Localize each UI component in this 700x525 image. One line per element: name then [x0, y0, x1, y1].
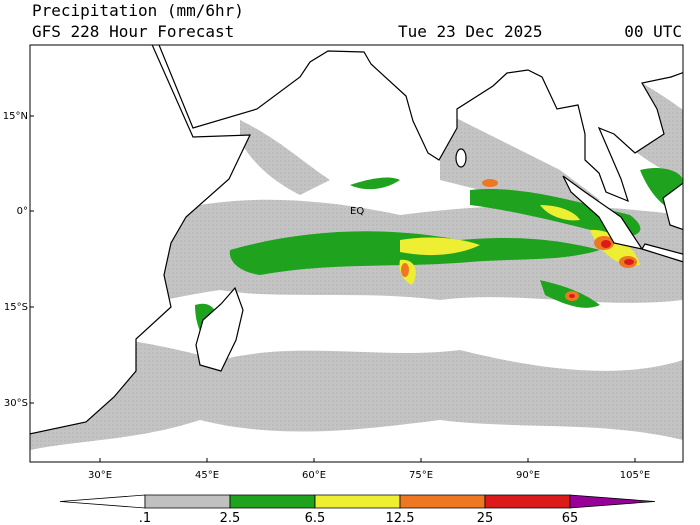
colorbar-label: 65 — [562, 511, 579, 525]
colorbar: .1 2.5 6.5 12.5 25 65 — [59, 494, 656, 525]
colorbar-segment — [569, 494, 656, 509]
time: 00 UTC — [624, 22, 682, 41]
colorbar-segment — [59, 494, 146, 509]
subtitle: GFS 228 Hour Forecast — [32, 22, 234, 41]
colorbar-label: .1 — [139, 511, 151, 525]
colorbar-label: 6.5 — [305, 511, 326, 525]
lon-label: 30°E — [88, 470, 112, 481]
extreme-precip — [569, 240, 634, 298]
colorbar-label: 25 — [477, 511, 494, 525]
lon-label: 45°E — [195, 470, 219, 481]
coastlines — [30, 45, 683, 435]
colorbar-label: 12.5 — [386, 511, 415, 525]
lon-label: 60°E — [302, 470, 326, 481]
axes: 15°N 0° 15°S 30°S 30°E 45°E 60°E 75°E 90°E 105°E — [3, 111, 650, 481]
equator-label: EQ — [350, 206, 364, 217]
lon-label: 105°E — [620, 470, 650, 481]
map-frame — [29, 44, 684, 463]
lon-label: 75°E — [409, 470, 433, 481]
lat-label: 15°N — [3, 111, 28, 122]
colorbar-segment — [399, 494, 486, 509]
colorbar-segment — [144, 494, 231, 509]
colorbar-label: 2.5 — [220, 511, 241, 525]
colorbar-segment — [484, 494, 571, 509]
lon-label: 90°E — [516, 470, 540, 481]
lat-label: 0° — [17, 206, 28, 217]
title: Precipitation (mm/6hr) — [32, 1, 244, 20]
lat-label: 15°S — [4, 302, 28, 313]
map: EQ — [30, 45, 683, 462]
colorbar-segment — [229, 494, 316, 509]
colorbar-segment — [314, 494, 401, 509]
lat-label: 30°S — [4, 398, 28, 409]
date: Tue 23 Dec 2025 — [398, 22, 543, 41]
